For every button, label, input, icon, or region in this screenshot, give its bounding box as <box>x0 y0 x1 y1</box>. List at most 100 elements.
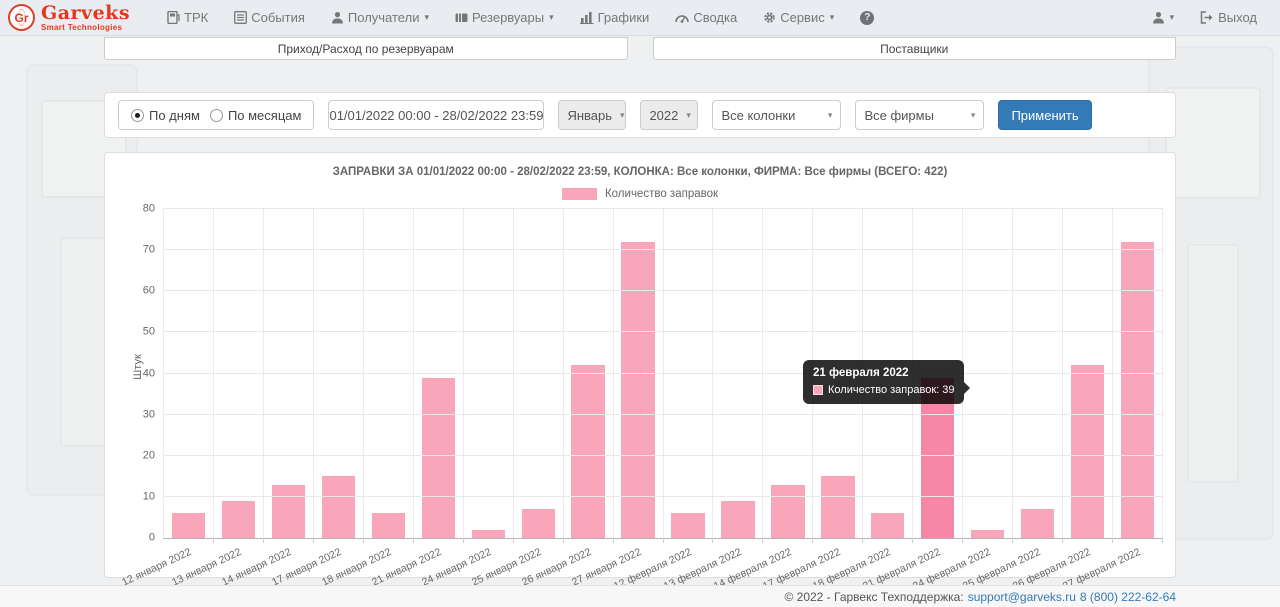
bar[interactable] <box>971 529 1005 538</box>
logo-tagline: Smart Technologies <box>41 22 123 32</box>
bar[interactable] <box>821 476 855 538</box>
logout-button[interactable]: Выход <box>1187 0 1270 36</box>
chart-legend[interactable]: Количество заправок <box>105 188 1175 200</box>
bar-column[interactable]: 13 февраля 2022 <box>661 209 764 593</box>
gridline <box>163 331 1163 333</box>
menu-item-recipients[interactable]: Получатели ▾ <box>318 0 442 36</box>
chevron-down-icon: ▾ <box>829 12 835 22</box>
y-tick-label: 10 <box>142 490 155 503</box>
bar[interactable] <box>671 513 705 538</box>
tank-icon <box>455 11 468 24</box>
period-mode-group: По дням По месяцам <box>118 100 315 130</box>
bar-column[interactable]: 24 февраля 2022 <box>911 209 1014 593</box>
bar-column[interactable]: 12 января 2022 <box>120 209 214 589</box>
support-email-link[interactable]: support@garveks.ru <box>967 589 1076 604</box>
chart-tooltip: 21 февраля 2022 Количество заправок: 39 <box>803 360 971 404</box>
chevron-down-icon: ▾ <box>549 12 554 22</box>
radio-by-days[interactable]: По дням <box>131 108 200 123</box>
bar[interactable] <box>221 501 256 538</box>
logo-globe-icon: Gr <box>8 4 35 31</box>
chart-area: Штук 12 января 2022 13 января 2022 14 янва… <box>105 203 1175 593</box>
menu-item-tanks[interactable]: Резервуары ▾ <box>442 0 567 36</box>
columns-select[interactable]: Все колонки ▾ <box>712 100 842 130</box>
bar-column[interactable]: 26 января 2022 <box>520 209 614 589</box>
gridline <box>163 208 1163 209</box>
bar-column[interactable]: 18 января 2022 <box>320 209 414 589</box>
user-menu[interactable]: ▾ <box>1139 0 1188 36</box>
bar-column[interactable]: 26 февраля 2022 <box>1011 209 1114 593</box>
bar-columns: 12 января 2022 13 января 2022 14 января 20… <box>120 209 1164 593</box>
logo[interactable]: Gr Garveks Smart Technologies <box>0 2 140 34</box>
navbar: Gr Garveks Smart Technologies ТРК Событи… <box>0 0 1280 36</box>
y-tick-label: 30 <box>142 408 155 421</box>
date-range-input[interactable]: 01/01/2022 00:00 - 28/02/2022 23:59 <box>328 100 545 130</box>
bar[interactable] <box>771 484 805 538</box>
support-phone-link[interactable]: 8 (800) 222-62-64 <box>1079 589 1176 604</box>
tooltip-swatch <box>813 385 823 395</box>
footer: © 2022 - Гарвекс Техподдержка: support@g… <box>0 585 1280 607</box>
bar-column[interactable]: 24 января 2022 <box>420 209 514 589</box>
bar[interactable] <box>1021 509 1055 538</box>
gear-icon <box>763 11 776 24</box>
plot-area: 12 января 2022 13 января 2022 14 января 20… <box>120 203 1164 593</box>
bar-column[interactable]: 13 января 2022 <box>170 209 264 589</box>
menu-item-trk[interactable]: ТРК <box>154 0 221 36</box>
bar[interactable] <box>271 484 306 538</box>
gridline <box>163 372 1163 374</box>
chart-title: ЗАПРАВКИ ЗА 01/01/2022 00:00 - 28/02/202… <box>332 166 948 178</box>
chevron-down-icon: ▾ <box>970 109 976 120</box>
user-icon <box>1152 11 1165 24</box>
bar[interactable] <box>1120 241 1155 538</box>
chevron-down-icon: ▾ <box>686 109 691 120</box>
bar-column[interactable]: 25 января 2022 <box>470 209 564 589</box>
year-select-value: 2022 <box>649 107 679 123</box>
bar[interactable] <box>421 377 455 538</box>
chevron-down-icon: ▾ <box>424 12 429 22</box>
dispenser-icon <box>167 11 180 24</box>
menu-item-help[interactable]: ? <box>847 0 887 36</box>
bar[interactable] <box>1070 365 1105 538</box>
bar[interactable] <box>571 365 605 538</box>
menu-label: Получатели <box>347 10 420 25</box>
bar[interactable] <box>371 513 405 538</box>
bar-column[interactable]: 25 февраля 2022 <box>961 209 1064 593</box>
bar[interactable] <box>871 513 905 538</box>
menu-item-summary[interactable]: Сводка <box>662 0 750 36</box>
tab-suppliers[interactable]: Поставщики <box>652 37 1176 60</box>
bar-column[interactable]: 12 февраля 2022 <box>612 209 714 593</box>
apply-button[interactable]: Применить <box>998 100 1092 130</box>
tab-tank-income-expense[interactable]: Приход/Расход по резервуарам <box>104 37 628 60</box>
footer-copyright: © 2022 - Гарвекс Техподдержка: <box>784 589 964 604</box>
bar[interactable] <box>621 241 655 538</box>
chevron-down-icon: ▾ <box>1169 12 1175 22</box>
radio-by-months[interactable]: По месяцам <box>209 107 302 123</box>
bar[interactable] <box>171 513 206 538</box>
columns-select-value: Все колонки <box>721 107 796 123</box>
help-icon: ? <box>860 10 875 25</box>
y-tick-label: 40 <box>142 367 155 379</box>
bar-column[interactable]: 14 января 2022 <box>220 209 314 589</box>
tooltip-text: Количество заправок: 39 <box>828 384 955 396</box>
bar[interactable] <box>521 509 555 538</box>
chevron-down-icon: ▾ <box>827 109 833 120</box>
y-tick-label: 20 <box>142 449 155 462</box>
month-select[interactable]: Январь ▾ <box>558 100 627 130</box>
bar[interactable] <box>321 476 355 538</box>
bar-column[interactable]: 21 января 2022 <box>370 209 464 589</box>
bar[interactable] <box>471 529 505 538</box>
menu-item-service[interactable]: Сервис ▾ <box>750 0 847 36</box>
radio-by-months-label: По месяцам <box>227 107 302 123</box>
bar-column[interactable]: 27 февраля 2022 <box>1061 209 1164 593</box>
logout-icon <box>1200 11 1214 24</box>
menu-item-events[interactable]: События <box>221 0 318 36</box>
y-tick-label: 0 <box>148 531 155 544</box>
bar-column[interactable]: 27 января 2022 <box>570 209 664 589</box>
y-tick-label: 70 <box>142 243 155 256</box>
firms-select[interactable]: Все фирмы ▾ <box>855 100 985 130</box>
menu-label: Графики <box>597 10 650 25</box>
year-select[interactable]: 2022 ▾ <box>640 100 699 130</box>
bar-column[interactable]: 17 января 2022 <box>270 209 364 589</box>
menu-item-charts[interactable]: Графики <box>567 0 663 36</box>
bar[interactable] <box>921 377 955 538</box>
bar[interactable] <box>721 501 755 538</box>
